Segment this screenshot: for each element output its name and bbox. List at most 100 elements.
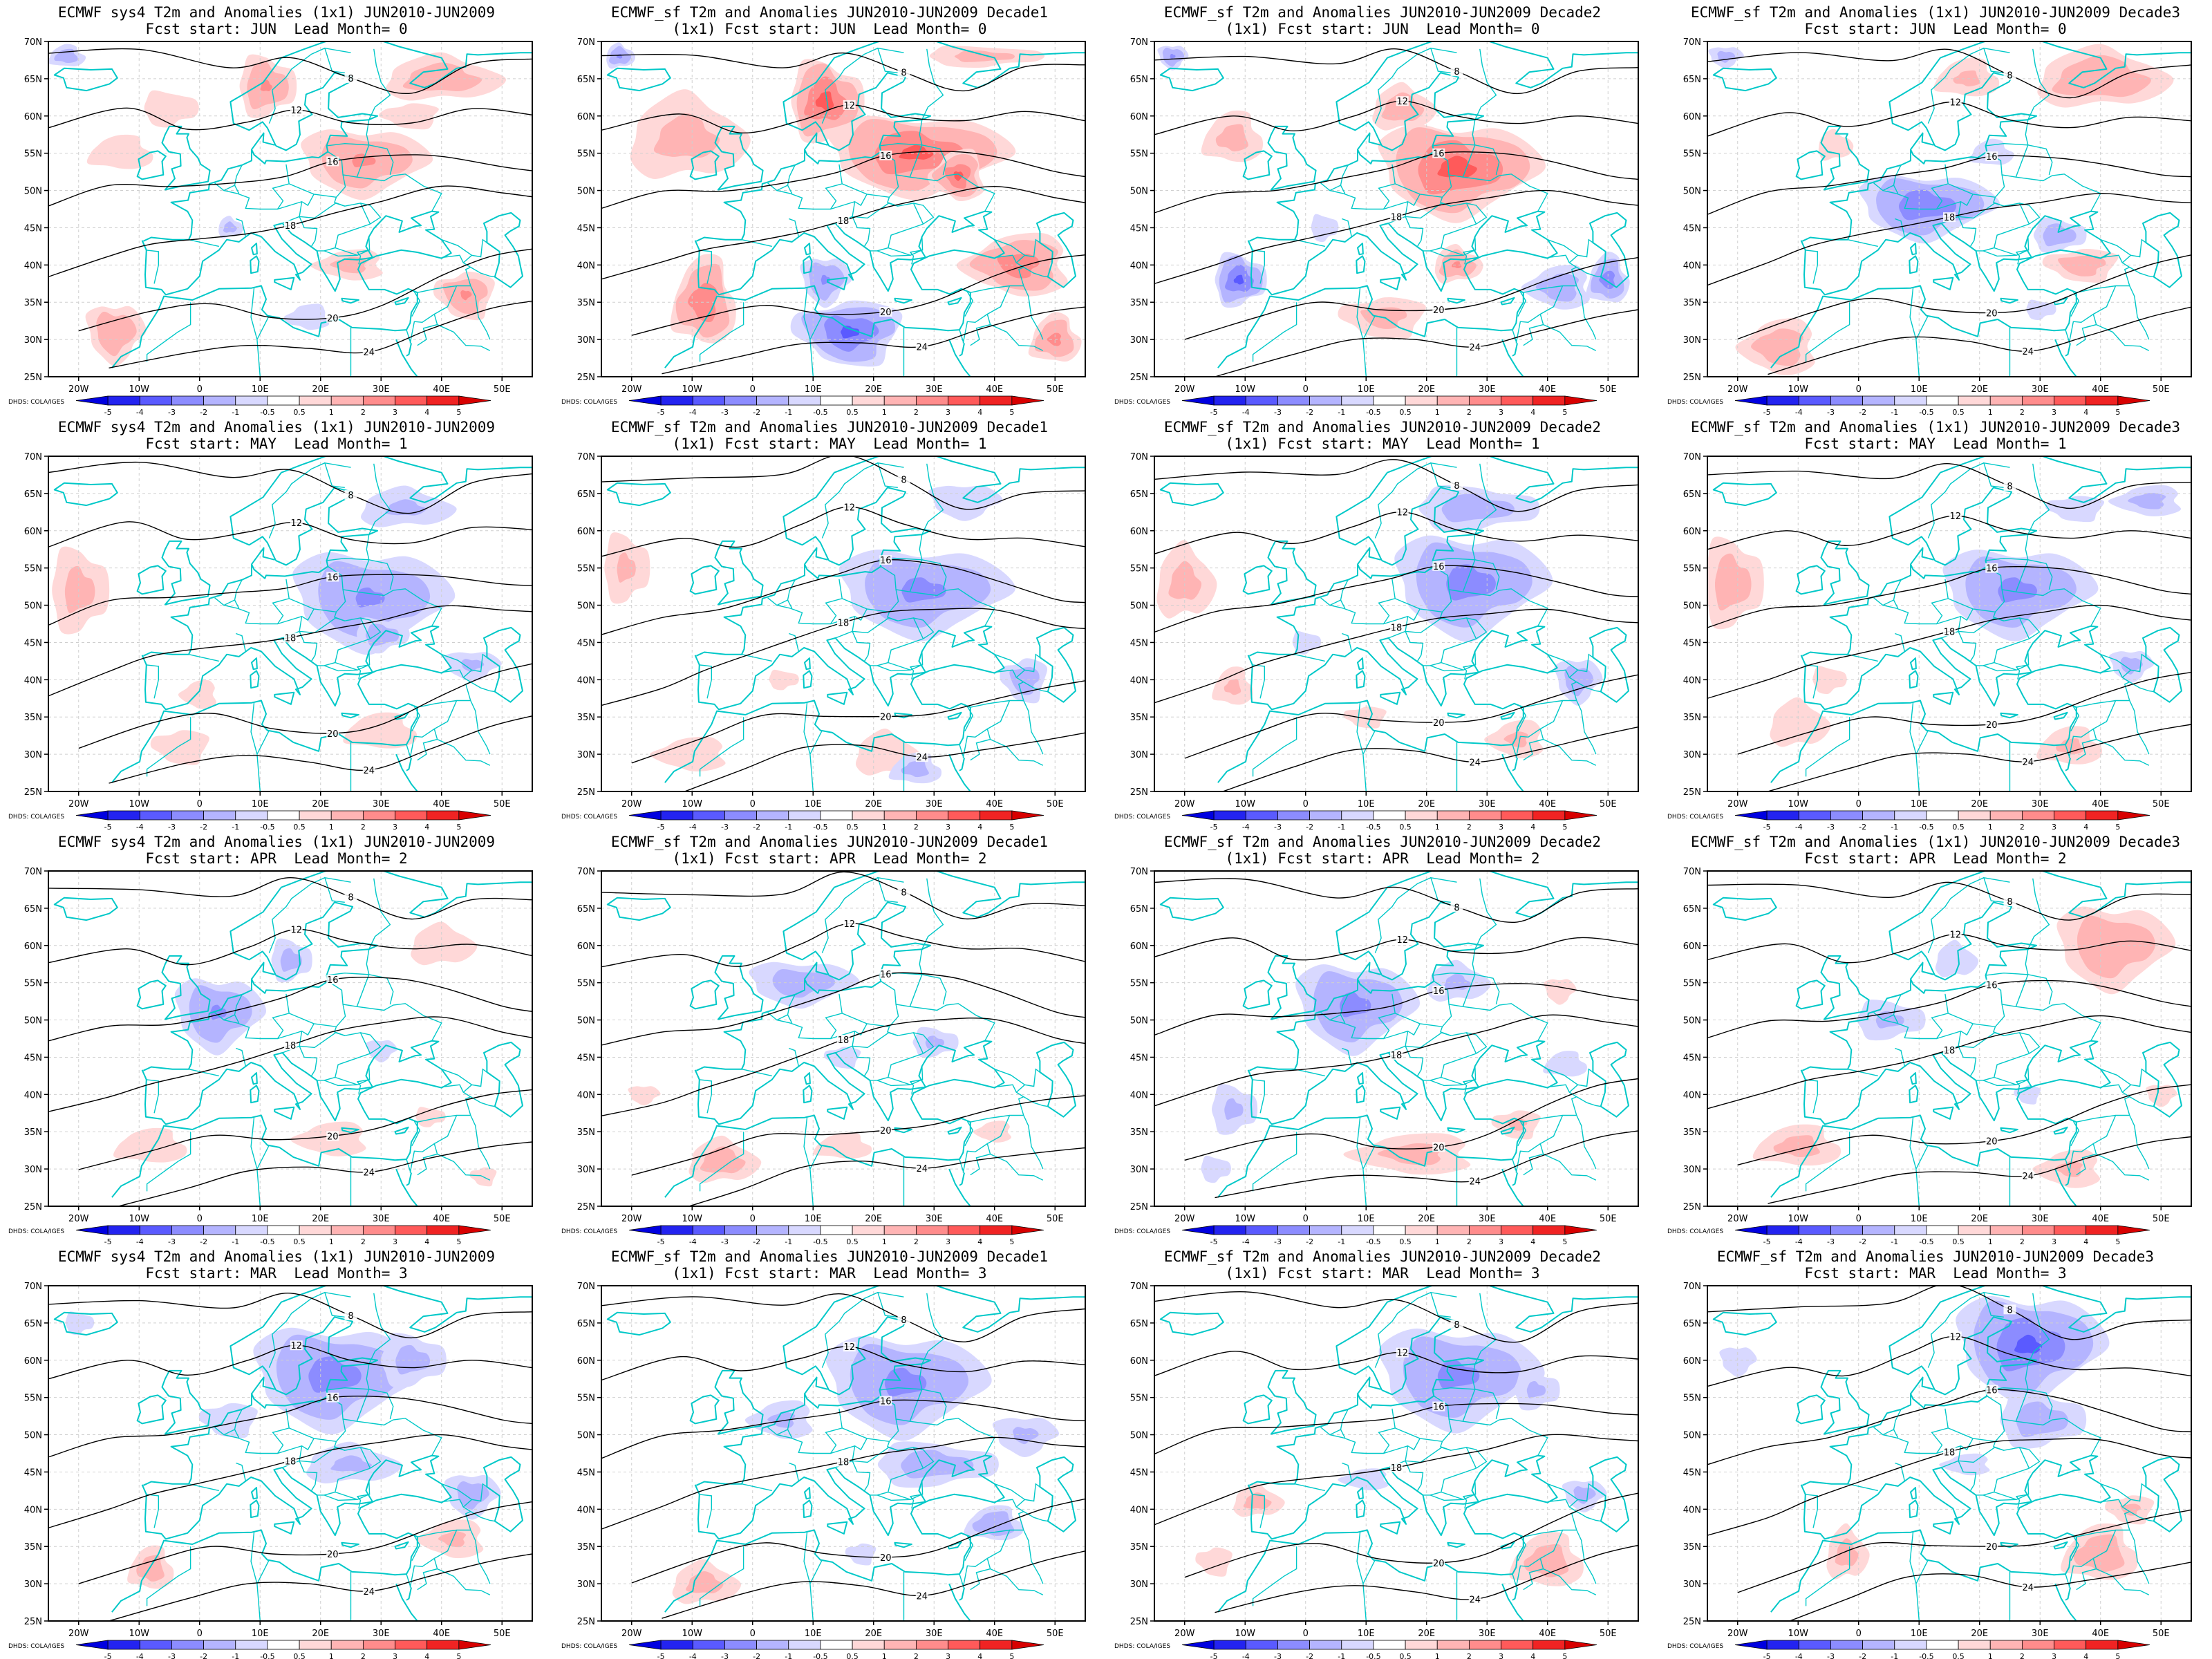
- latitude-label: 30N: [1130, 1165, 1148, 1175]
- contour-label: 12: [1396, 97, 1408, 107]
- colorbar-label: -3: [168, 1652, 176, 1659]
- anomaly-region: [178, 679, 217, 709]
- colorbar-label: 4: [1530, 408, 1535, 415]
- latitude-label: 65N: [1683, 489, 1701, 500]
- latitude-label: 50N: [1683, 1016, 1701, 1027]
- latitude-label: 55N: [1683, 1394, 1701, 1404]
- colorbar-label: 4: [2083, 1237, 2088, 1244]
- contour-label: 12: [843, 1342, 855, 1353]
- latitude-label: 30N: [1683, 1165, 1701, 1175]
- contour-label: 8: [901, 68, 906, 79]
- longitude-label: 20W: [1174, 799, 1195, 809]
- anomaly-region: [2045, 496, 2105, 523]
- latitude-label: 30N: [1130, 1580, 1148, 1590]
- colorbar-label: 2: [1467, 408, 1472, 415]
- colorbar-label: 3: [2052, 823, 2056, 830]
- coastlines: [606, 871, 1085, 1206]
- latitude-label: 70N: [1683, 867, 1701, 877]
- coastlines: [53, 871, 532, 1206]
- latitude-label: 50N: [1130, 601, 1148, 612]
- latitude-label: 60N: [1683, 527, 1701, 537]
- colorbar-label: 3: [393, 1237, 397, 1244]
- latitude-label: 40N: [24, 1090, 42, 1100]
- colorbar-label: -1: [232, 1652, 239, 1659]
- latitude-label: 65N: [1683, 904, 1701, 915]
- colorbar-label: 2: [1467, 1237, 1472, 1244]
- anomaly-region: [767, 1412, 796, 1428]
- colorbar-label: 2: [914, 1652, 919, 1659]
- colorbar-label: -4: [689, 408, 697, 415]
- contour-label: 20: [1986, 308, 1998, 319]
- anomaly-region: [1381, 92, 1425, 122]
- panel-subtitle: (1x1) Fcst start: APR Lead Month= 2: [672, 850, 987, 867]
- colorbar-label: -5: [1763, 408, 1771, 415]
- latitude-label: 25N: [1683, 1202, 1701, 1212]
- colorbar-label: -1: [1891, 1237, 1898, 1244]
- colorbar-label: -4: [689, 1652, 697, 1659]
- colorbar: -5 -4 -3 -2 -1 -0.5 0.5 1 2 3 4 5: [75, 1225, 491, 1244]
- panel-subtitle: (1x1) Fcst start: MAY Lead Month= 1: [672, 435, 987, 452]
- contour-label: 12: [843, 503, 855, 513]
- colorbar-label: -4: [1795, 408, 1803, 415]
- latitude-label: 60N: [1130, 112, 1148, 122]
- colorbar-label: 5: [456, 1237, 461, 1244]
- colorbar-label: -0.5: [1919, 1237, 1933, 1244]
- longitude-label: 40E: [2092, 1214, 2109, 1224]
- latitude-label: 40N: [1683, 675, 1701, 686]
- longitude-label: 50E: [494, 799, 511, 809]
- anomaly-map: 8121618202470N65N60N55N50N45N40N35N30N25…: [1114, 1282, 1639, 1659]
- colorbar-label: 3: [2052, 408, 2056, 415]
- colorbar-label: -4: [1242, 823, 1250, 830]
- anomaly-region: [2026, 299, 2056, 321]
- colorbar-label: 3: [393, 823, 397, 830]
- anomaly-region: [2057, 255, 2106, 276]
- colorbar-label: 2: [2020, 1237, 2025, 1244]
- contour-label: 24: [363, 766, 375, 776]
- coastlines: [606, 41, 1085, 377]
- coastlines: [1712, 41, 2191, 377]
- latitude-label: 25N: [24, 373, 42, 383]
- latitude-label: 70N: [1683, 1282, 1701, 1292]
- colorbar-label: -3: [168, 1237, 176, 1244]
- longitude-label: 50E: [1047, 799, 1064, 809]
- colorbar-label: 0.5: [293, 1652, 306, 1659]
- panel-subtitle: (1x1) Fcst start: APR Lead Month= 2: [1225, 850, 1540, 867]
- colorbar-label: 4: [977, 1652, 982, 1659]
- latitude-label: 30N: [577, 1580, 595, 1590]
- colorbar-label: 4: [1530, 1237, 1535, 1244]
- latitude-label: 50N: [577, 1431, 595, 1441]
- longitude-label: 30E: [373, 799, 390, 809]
- colorbar-label: -2: [1306, 408, 1313, 415]
- colorbar-label: -2: [753, 1237, 760, 1244]
- credit-text: DHDS: COLA/IGES: [1667, 399, 1723, 406]
- anomaly-region: [1939, 1453, 1990, 1476]
- longitude-label: 50E: [494, 1629, 511, 1639]
- colorbar-label: 4: [977, 1237, 982, 1244]
- latitude-label: 25N: [577, 373, 595, 383]
- colorbar-label: 0.5: [846, 408, 859, 415]
- country-borders: [145, 462, 495, 791]
- longitude-label: 20E: [312, 1214, 329, 1224]
- colorbar-label: 3: [2052, 1652, 2056, 1659]
- colorbar-label: -1: [232, 823, 239, 830]
- anomaly-region: [144, 90, 199, 128]
- anomaly-region: [953, 171, 964, 181]
- country-borders: [698, 47, 1048, 377]
- longitude-label: 0: [1856, 799, 1862, 809]
- anomaly-region: [1998, 577, 2038, 603]
- latitude-label: 45N: [1683, 223, 1701, 234]
- anomaly-region: [653, 113, 720, 158]
- latitude-label: 50N: [24, 187, 42, 197]
- latitude-label: 60N: [577, 527, 595, 537]
- latitude-label: 50N: [1130, 187, 1148, 197]
- longitude-label: 0: [197, 1214, 203, 1224]
- colorbar-label: -1: [785, 1652, 792, 1659]
- colorbar-label: 4: [424, 1237, 429, 1244]
- latitude-label: 45N: [1683, 1053, 1701, 1063]
- contour-label: 24: [363, 1587, 375, 1597]
- contour-label: 8: [1454, 67, 1459, 77]
- contour-label: 24: [2022, 758, 2034, 768]
- latitude-label: 70N: [24, 37, 42, 48]
- colorbar-label: -5: [104, 408, 112, 415]
- contour-label: 20: [1986, 720, 1998, 731]
